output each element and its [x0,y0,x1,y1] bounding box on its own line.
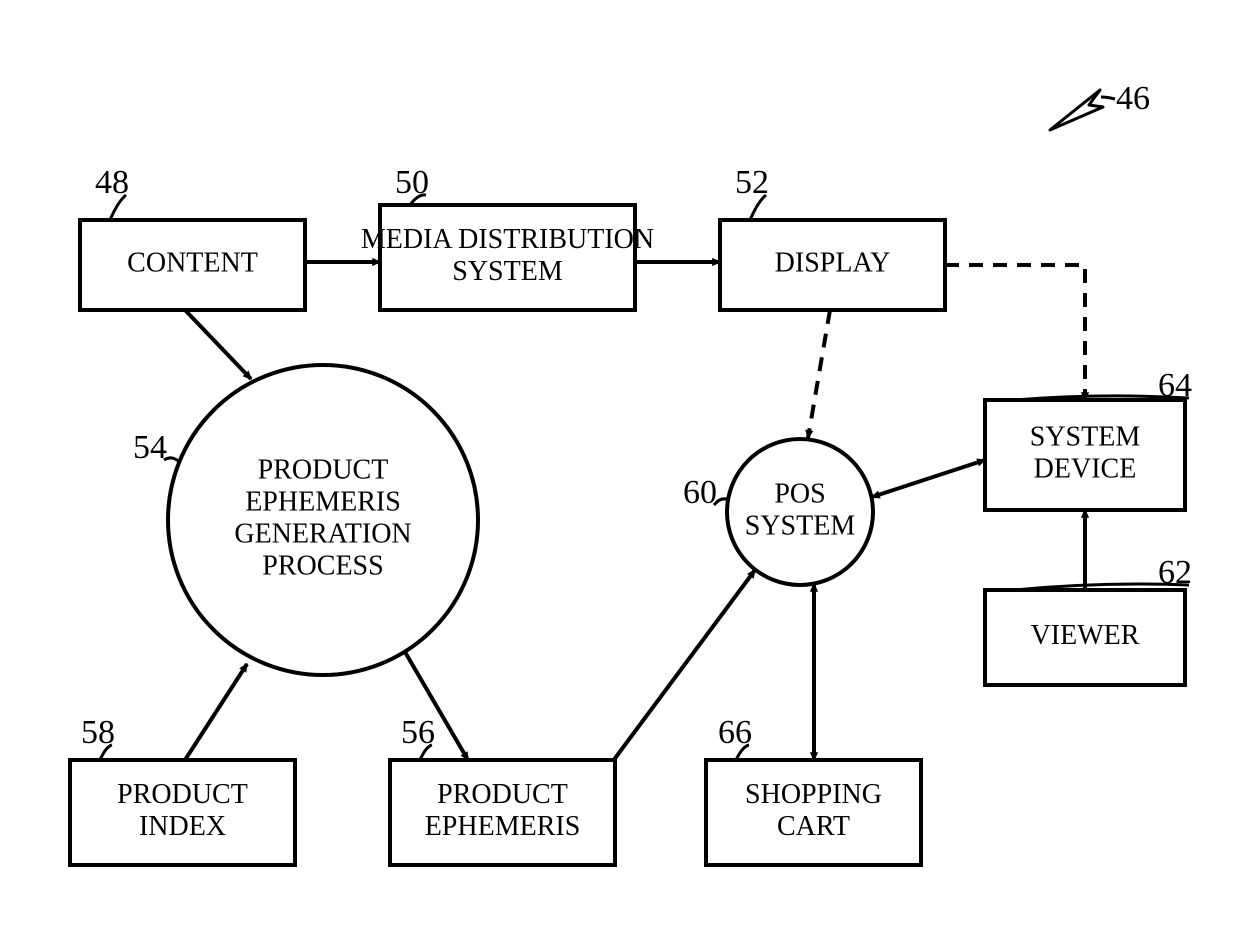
node-media: MEDIA DISTRIBUTIONSYSTEM [361,205,654,310]
node-media-label-1: SYSTEM [452,256,563,287]
ref-54: 54 [133,429,167,466]
node-viewer: VIEWER [985,590,1185,685]
node-content-label-0: CONTENT [127,247,258,278]
edge-display-pos [808,310,830,438]
node-pindex: PRODUCTINDEX [70,760,295,865]
edge-display-sysdev [945,265,1085,400]
node-cart-label-0: SHOPPING [745,779,882,810]
node-content: CONTENT [80,220,305,310]
node-pegp: PRODUCTEPHEMERISGENERATIONPROCESS [168,365,478,675]
node-pegp-label-0: PRODUCT [258,454,389,485]
node-viewer-label-0: VIEWER [1031,620,1140,651]
node-display-label-0: DISPLAY [775,247,891,278]
node-sysdev-label-0: SYSTEM [1030,421,1141,452]
node-pegp-label-2: GENERATION [234,518,411,549]
node-pegp-label-3: PROCESS [262,550,383,581]
node-pos-label-1: SYSTEM [745,510,856,541]
node-display: DISPLAY [720,220,945,310]
edge-pos-sysdev [872,460,985,497]
node-cart: SHOPPINGCART [706,760,921,865]
ref-60: 60 [683,474,717,511]
edge-content-pegp [185,310,251,379]
node-pos: POSSYSTEM [727,439,873,585]
figure-ref-leader [1101,97,1115,99]
figure-ref-cursor [1050,90,1103,130]
node-pos-label-0: POS [774,478,825,509]
node-media-label-0: MEDIA DISTRIBUTION [361,224,654,255]
node-pegp-label-1: EPHEMERIS [245,486,401,517]
node-sysdev: SYSTEMDEVICE [985,400,1185,510]
node-pindex-label-0: PRODUCT [117,779,248,810]
node-pephem-label-0: PRODUCT [437,779,568,810]
node-cart-label-1: CART [777,811,850,842]
node-pindex-label-1: INDEX [139,811,226,842]
flowchart-canvas: CONTENTMEDIA DISTRIBUTIONSYSTEMDISPLAYPR… [0,0,1240,936]
node-pephem: PRODUCTEPHEMERIS [390,760,615,865]
node-pephem-label-1: EPHEMERIS [425,811,581,842]
node-sysdev-label-1: DEVICE [1034,453,1137,484]
edge-pindex-pegp [185,664,247,760]
figure-ref-label: 46 [1116,80,1150,117]
